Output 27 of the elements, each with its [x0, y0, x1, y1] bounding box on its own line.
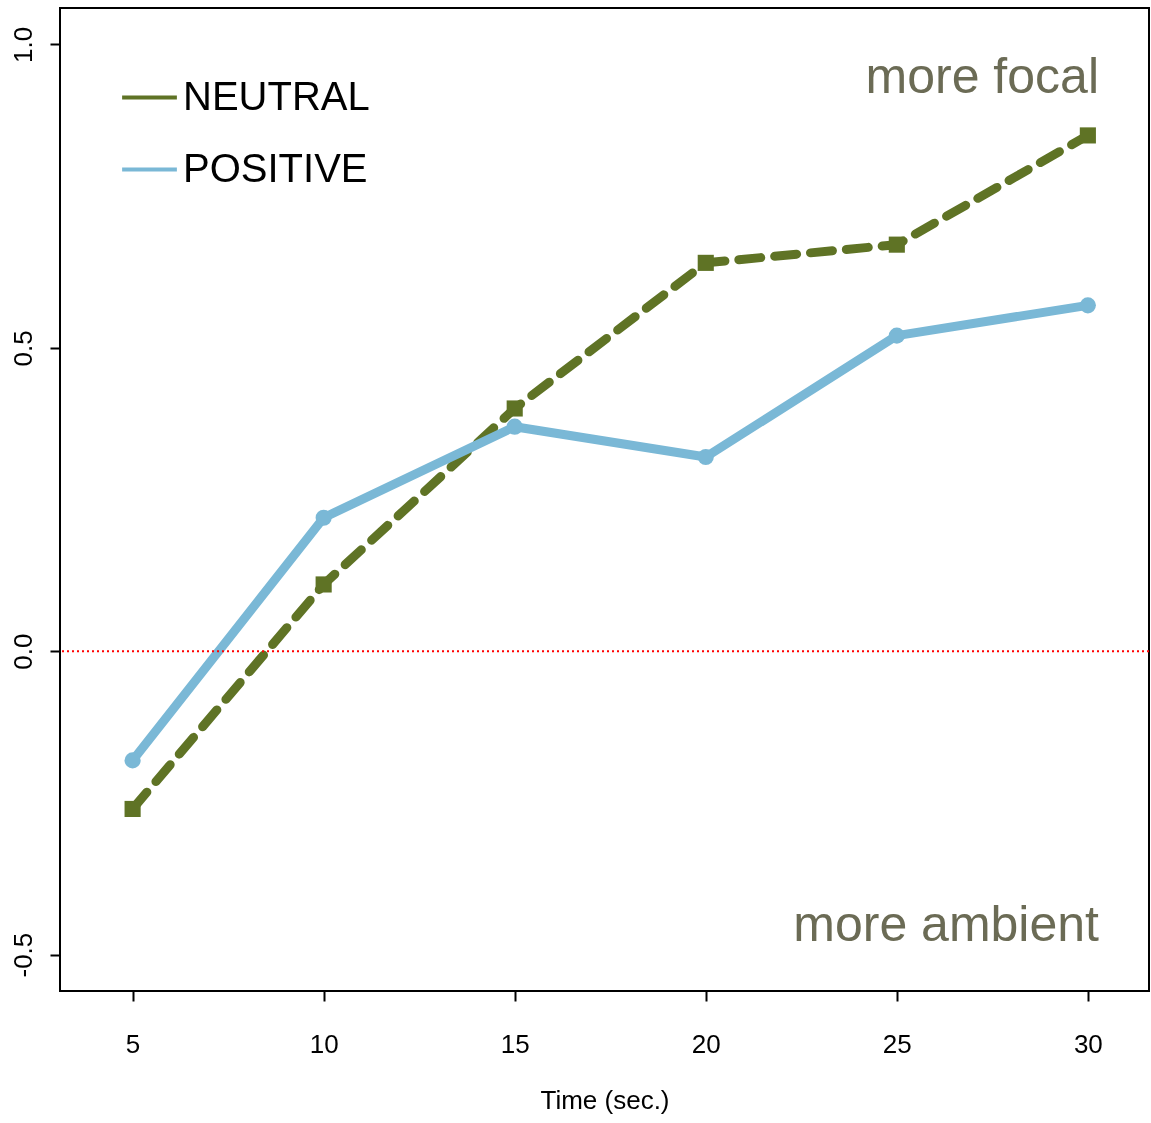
y-tick-label: -0.5: [7, 932, 38, 978]
x-tick-label: 15: [500, 1028, 530, 1059]
y-tick-label: 1.0: [7, 26, 38, 63]
y-tick-label: 0.0: [7, 633, 38, 670]
y-tick-label: 0.5: [7, 330, 38, 367]
x-tick-label: 20: [691, 1028, 721, 1059]
x-tick-label: 10: [309, 1028, 339, 1059]
legend-label: NEUTRAL: [183, 73, 370, 118]
x-tick-label: 5: [125, 1028, 141, 1059]
x-tick-label: 25: [882, 1028, 912, 1059]
point: [315, 509, 332, 526]
point: [697, 448, 714, 466]
point: [1079, 127, 1096, 144]
point: [1079, 297, 1096, 314]
point: [506, 400, 523, 417]
point: [888, 236, 905, 253]
point: [315, 576, 332, 593]
x-tick-label: 30: [1073, 1028, 1103, 1059]
annotation: more ambient: [793, 896, 1100, 952]
x-axis-title: Time (sec.): [540, 1084, 670, 1115]
point: [124, 800, 141, 818]
point: [506, 418, 523, 435]
point: [888, 327, 905, 344]
annotation: more focal: [865, 48, 1099, 104]
legend-label: POSITIVE: [183, 145, 368, 190]
point: [697, 254, 714, 271]
point: [124, 752, 141, 769]
